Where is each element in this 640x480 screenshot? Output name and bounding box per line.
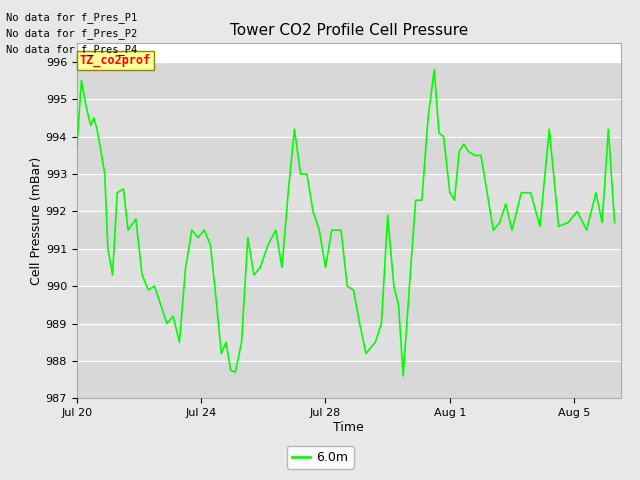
Title: Tower CO2 Profile Cell Pressure: Tower CO2 Profile Cell Pressure bbox=[230, 23, 468, 38]
Y-axis label: Cell Pressure (mBar): Cell Pressure (mBar) bbox=[30, 156, 43, 285]
Legend: 6.0m: 6.0m bbox=[287, 446, 353, 469]
Bar bbox=[77, 62, 621, 99]
Text: TZ_co2prof: TZ_co2prof bbox=[79, 54, 151, 67]
Bar bbox=[77, 137, 621, 174]
Bar bbox=[77, 324, 621, 361]
Bar bbox=[77, 361, 621, 398]
Text: No data for f_Pres_P1: No data for f_Pres_P1 bbox=[6, 12, 138, 23]
Bar bbox=[77, 99, 621, 137]
Bar bbox=[77, 286, 621, 324]
Text: No data for f_Pres_P2: No data for f_Pres_P2 bbox=[6, 28, 138, 39]
Bar bbox=[77, 249, 621, 286]
Bar bbox=[77, 212, 621, 249]
X-axis label: Time: Time bbox=[333, 421, 364, 434]
Bar bbox=[77, 174, 621, 212]
Text: No data for f_Pres_P4: No data for f_Pres_P4 bbox=[6, 44, 138, 55]
